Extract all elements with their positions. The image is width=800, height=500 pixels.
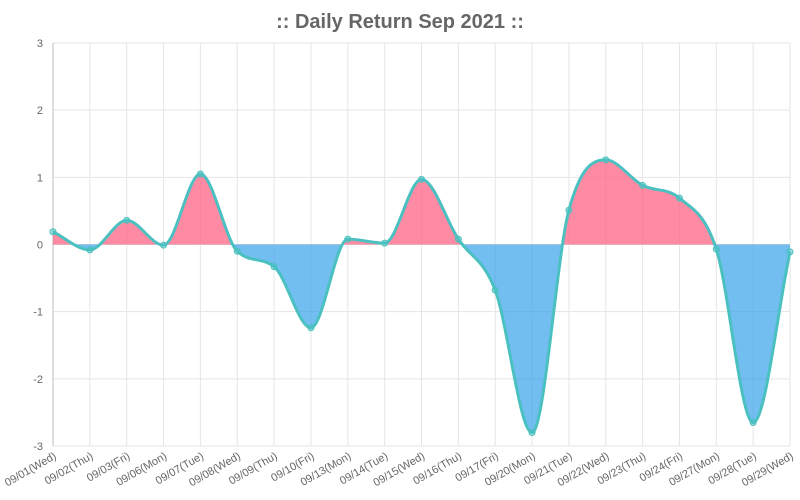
data-point[interactable]	[233, 247, 241, 255]
y-tick-label: 2	[37, 105, 43, 117]
point-layer	[49, 156, 794, 437]
data-point[interactable]	[712, 245, 720, 253]
data-point[interactable]	[602, 156, 610, 164]
positive-area	[53, 159, 790, 245]
data-point[interactable]	[344, 235, 352, 243]
y-tick-label: -1	[33, 307, 43, 319]
y-tick-label: 1	[37, 172, 43, 184]
data-point[interactable]	[196, 170, 204, 178]
data-point[interactable]	[307, 324, 315, 332]
data-point[interactable]	[270, 263, 278, 271]
data-point[interactable]	[565, 206, 573, 214]
data-point[interactable]	[786, 248, 794, 256]
data-point[interactable]	[491, 286, 499, 294]
data-point[interactable]	[639, 181, 647, 189]
y-tick-label: -2	[33, 374, 43, 386]
data-point[interactable]	[528, 429, 536, 437]
y-tick-label: 0	[37, 240, 43, 252]
data-point[interactable]	[749, 418, 757, 426]
data-point[interactable]	[675, 194, 683, 202]
data-point[interactable]	[381, 239, 389, 247]
data-point[interactable]	[49, 228, 57, 236]
y-tick-label: -3	[33, 441, 43, 453]
return-line	[52, 158, 792, 435]
chart-title: :: Daily Return Sep 2021 ::	[276, 11, 524, 33]
label-layer: 3210-1-2-309/01(Wed)09/02(Thu)09/03(Fri)…	[3, 38, 796, 489]
data-point[interactable]	[86, 246, 94, 254]
data-point[interactable]	[123, 216, 131, 224]
data-point[interactable]	[160, 241, 168, 249]
data-point[interactable]	[454, 235, 462, 243]
data-point[interactable]	[418, 175, 425, 183]
y-tick-label: 3	[37, 38, 43, 50]
fill-layer	[53, 159, 790, 433]
line-layer	[52, 158, 792, 435]
